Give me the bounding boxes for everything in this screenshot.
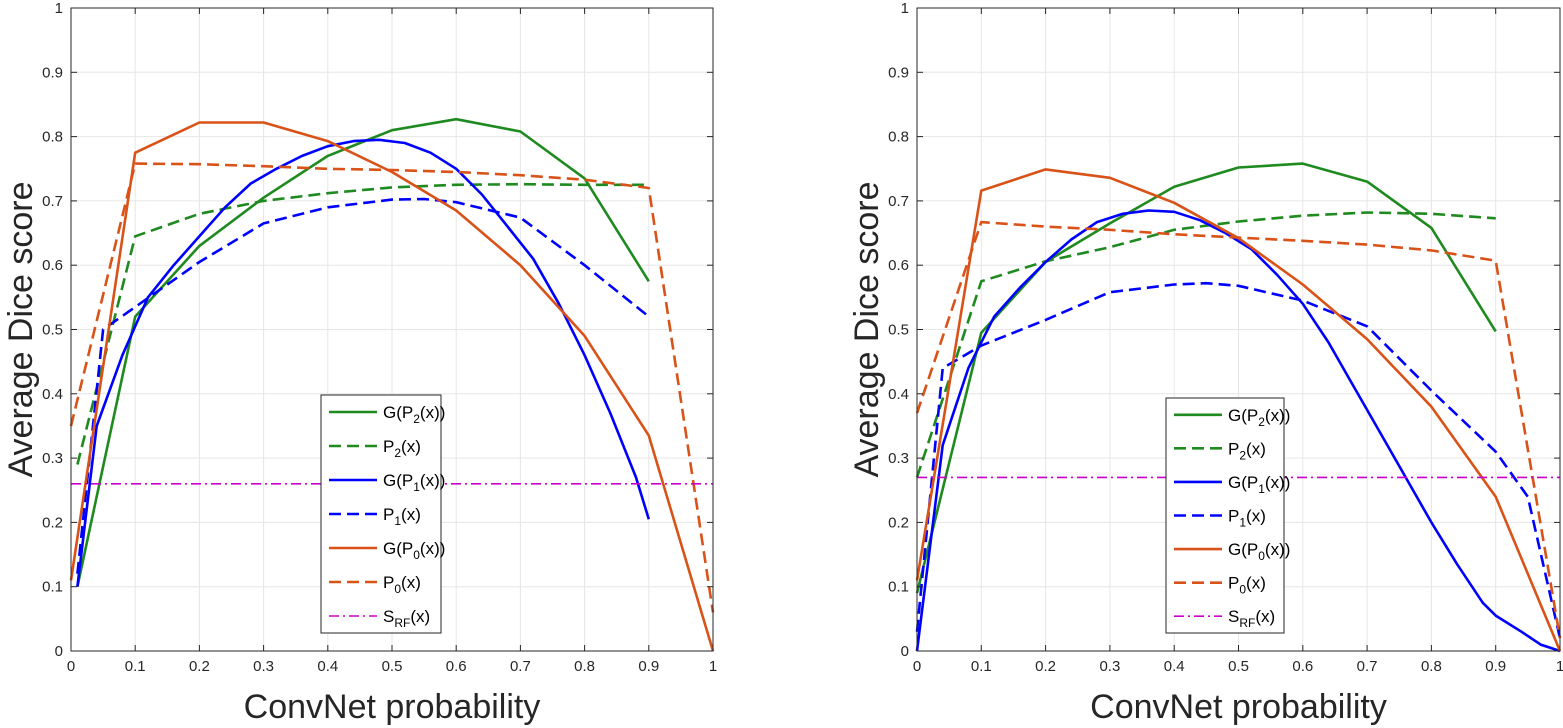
x-tick-label: 0.7	[510, 658, 531, 675]
legend-entry: P2(x)	[383, 437, 421, 460]
legend-entry: P1(x)	[383, 505, 421, 528]
y-tick-label: 0.1	[888, 579, 909, 596]
x-tick-label: 0.9	[1485, 658, 1506, 675]
y-tick-label: 0.2	[42, 514, 63, 531]
x-tick-label: 0.6	[446, 658, 467, 675]
series-line	[915, 220, 1562, 639]
ticks: 0 0.1 0.2 0.3 0.4 0.5 0.6 0.7 0.8 0.9 1 0 0.1 0.2 0.3 0…	[42, 0, 717, 675]
series-line	[69, 121, 715, 652]
legend-entry: G(P1(x))	[383, 471, 445, 494]
series-line	[915, 162, 1497, 594]
y-tick-label: 0.7	[888, 193, 909, 210]
y-tick-label: 0.3	[888, 450, 909, 467]
x-tick-label: 0.4	[1164, 658, 1185, 675]
x-tick-label: 0.6	[1292, 658, 1313, 675]
y-axis-label: Average Dice score	[2, 181, 40, 477]
x-tick-label: 0.5	[382, 658, 403, 675]
legend-entry: SRF(x)	[383, 607, 430, 630]
x-tick-label: 0.4	[317, 658, 338, 675]
legend-entry: G(P0(x))	[383, 539, 445, 562]
series-line	[76, 182, 649, 465]
x-tick-label: 0.9	[638, 658, 659, 675]
y-tick-label: 0.6	[888, 257, 909, 274]
chart-1: 0 0.1 0.2 0.3 0.4 0.5 0.6 0.7 0.8 0.9 1 0 0.1 0.2 0.3 0…	[2, 0, 717, 726]
x-tick-label: 0.2	[189, 658, 210, 675]
y-tick-label: 0.5	[888, 322, 909, 339]
series-line	[69, 162, 715, 613]
y-tick-label: 0.9	[42, 64, 63, 81]
x-tick-label: 0.5	[1228, 658, 1249, 675]
x-tick-label: 0.7	[1357, 658, 1378, 675]
y-tick-label: 0	[901, 643, 909, 660]
legend-entry: G(P1(x))	[1228, 473, 1290, 496]
x-tick-label: 1	[1556, 658, 1563, 675]
legend: G(P2(x)) P2(x) G(P1(x)) P1(x) G(P0(x)) P0(x) S…	[320, 394, 445, 634]
series-line	[76, 197, 650, 574]
legend-entry: P2(x)	[1228, 439, 1266, 462]
series-line	[915, 281, 1562, 639]
legend-entry: G(P2(x))	[1228, 406, 1290, 429]
legend-entry: P0(x)	[383, 573, 421, 596]
y-tick-label: 0.4	[888, 386, 909, 403]
y-tick-label: 0.8	[888, 129, 909, 146]
y-tick-label: 0.1	[42, 579, 63, 596]
x-axis-label: ConvNet probability	[244, 688, 541, 726]
x-tick-label: 0.1	[125, 658, 146, 675]
x-tick-label: 0.1	[971, 658, 992, 675]
y-tick-label: 1	[901, 0, 909, 17]
y-tick-label: 0	[55, 643, 63, 660]
legend: G(P2(x)) P2(x) G(P1(x)) P1(x) G(P0(x)) P0(x) S…	[1165, 397, 1290, 634]
legend-entry: P0(x)	[1228, 574, 1266, 597]
x-tick-label: 0.3	[253, 658, 274, 675]
legend-entry: G(P2(x))	[383, 403, 445, 426]
x-tick-label: 0	[67, 658, 75, 675]
ticks: 0 0.1 0.2 0.3 0.4 0.5 0.6 0.7 0.8 0.9 1 0 0.1 0.2 0.3 0…	[888, 0, 1563, 675]
y-tick-label: 0.5	[42, 322, 63, 339]
y-tick-label: 0.9	[888, 64, 909, 81]
x-tick-label: 0.2	[1035, 658, 1056, 675]
series-line	[915, 211, 1496, 478]
x-tick-label: 0.8	[574, 658, 595, 675]
legend-entry: SRF(x)	[1228, 607, 1275, 630]
y-axis-label: Average Dice score	[848, 181, 886, 477]
y-tick-label: 0.8	[42, 129, 63, 146]
x-tick-label: 1	[709, 658, 717, 675]
legend-entry: P1(x)	[1228, 507, 1266, 530]
y-tick-label: 1	[55, 0, 63, 17]
x-axis-label: ConvNet probability	[1090, 688, 1387, 726]
y-tick-label: 0.2	[888, 514, 909, 531]
series-line	[915, 209, 1561, 653]
y-tick-label: 0.7	[42, 193, 63, 210]
series-group	[915, 162, 1562, 653]
series-line	[76, 117, 650, 587]
x-tick-label: 0.8	[1421, 658, 1442, 675]
x-tick-label: 0.3	[1099, 658, 1120, 675]
y-tick-label: 0.4	[42, 386, 63, 403]
y-tick-label: 0.3	[42, 450, 63, 467]
chart-2: 0 0.1 0.2 0.3 0.4 0.5 0.6 0.7 0.8 0.9 1 0 0.1 0.2 0.3 0…	[848, 0, 1563, 726]
y-tick-label: 0.6	[42, 257, 63, 274]
legend-entry: G(P0(x))	[1228, 540, 1290, 563]
x-tick-label: 0	[913, 658, 921, 675]
